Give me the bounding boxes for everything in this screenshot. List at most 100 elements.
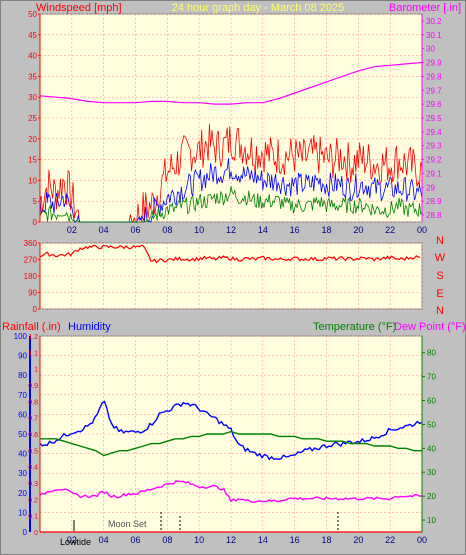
rainfall-label: Rainfall (.in) [2,321,61,333]
temp-tick-label: 70 [427,373,436,382]
temp-tick-label: 10 [427,516,436,525]
rain-tick-label: 0.9 [28,383,38,390]
compass-label: W [435,252,446,264]
barometer-line [39,61,423,105]
dewpoint-label: Dew Point (°F) [394,321,466,333]
humidity-tick-label: 70 [18,391,27,400]
rain-tick-label: 0.8 [28,399,38,406]
temperature-line [40,430,422,457]
y-tick-label: 29.3 [426,142,442,151]
x-tick-label: 00 [417,535,427,545]
y-tick-label: 30.2 [426,17,442,26]
moonset-text: Moon Set [108,519,147,529]
y-tick-label: 29.4 [426,128,442,137]
wind-axes: 0 5 10 15 20 25 30 35 40 45 50 28.8 28.9 29 29.1 29.2 29… [28,10,442,235]
barometer-label: Barometer [.in] [389,2,461,14]
temp-tick-label: 30 [427,468,436,477]
temp-series [39,400,423,533]
y-tick-label: 180 [24,272,38,281]
x-tick-label: 22 [385,535,395,545]
humidity-tick-label: 100 [14,332,28,341]
y-tick-label: 35 [28,72,37,81]
rain-tick-label: 0.5 [28,448,38,455]
temp-axes: 010203040506070809010000.10.20.30.40.50.… [14,332,437,545]
compass-label: N [436,305,444,317]
dewpoint-line [39,480,423,503]
y-tick-label: 50 [28,10,37,19]
x-tick-label: 14 [258,535,268,545]
x-tick-label: 00 [417,225,427,235]
compass-label: S [436,270,443,282]
y-tick-label: 30 [28,93,37,102]
x-tick-label: 16 [290,225,300,235]
x-tick-label: 12 [226,225,236,235]
y-tick-label: 29.2 [426,156,442,165]
y-tick-label: 45 [28,31,37,40]
y-tick-label: 30.1 [426,31,442,40]
x-tick-label: 12 [226,535,236,545]
y-tick-label: 20 [28,135,37,144]
y-tick-label: 15 [28,156,37,165]
x-tick-label: 10 [194,535,204,545]
x-tick-label: 08 [162,225,172,235]
humidity-tick-label: 30 [18,469,27,478]
humidity-tick-label: 20 [18,489,27,498]
direction-series [39,244,421,264]
graph-title: 24 hour graph day - March 08 2025 [172,2,344,14]
wind-series [39,61,423,223]
compass-label: E [436,288,443,300]
y-tick-label: 28.9 [426,197,442,206]
temp-tick-label: 80 [427,349,436,358]
y-tick-label: 5 [33,197,38,206]
direction-grid [40,242,423,310]
y-tick-label: 0 [33,305,38,314]
y-tick-label: 10 [28,176,37,185]
rain-tick-label: 0.2 [28,497,38,504]
rain-tick-label: 0.1 [28,514,38,521]
humidity-label: Humidity [68,321,111,333]
temperature-label: Temperature (°F) [313,321,396,333]
y-tick-label: 0 [33,218,38,227]
temp-tick-label: 50 [427,420,436,429]
humidity-tick-label: 10 [18,508,27,517]
y-tick-label: 90 [28,289,37,298]
y-tick-label: 29.8 [426,72,442,81]
lowtide-text: Lowtide [60,537,91,547]
humidity-tick-label: 0 [23,528,28,537]
x-tick-label: 10 [194,225,204,235]
y-tick-label: 30 [426,45,435,54]
rain-tick-label: 0.4 [28,465,38,472]
y-tick-label: 29.6 [426,100,442,109]
x-tick-label: 20 [353,225,363,235]
rain-tick-label: 0.7 [28,416,38,423]
y-tick-label: 25 [28,114,37,123]
compass-label: N [436,235,444,247]
direction-axes: 0 90 180 270 360 [24,239,41,314]
y-tick-label: 29.5 [426,114,442,123]
rain-tick-label: 0.6 [28,432,38,439]
rain-tick-label: 1.1 [28,350,38,357]
humidity-tick-label: 90 [18,352,27,361]
y-tick-label: 270 [24,256,38,265]
y-tick-label: 40 [28,52,37,61]
direction-line [39,244,421,264]
x-tick-label: 20 [353,535,363,545]
x-tick-label: 04 [99,225,109,235]
x-tick-label: 16 [290,535,300,545]
y-tick-label: 360 [24,239,38,248]
x-tick-label: 08 [162,535,172,545]
x-tick-label: 14 [258,225,268,235]
temp-tick-label: 60 [427,397,436,406]
y-tick-label: 28.8 [426,211,442,220]
humidity-tick-label: 80 [18,371,27,380]
x-tick-label: 02 [67,225,77,235]
y-tick-label: 29.9 [426,59,442,68]
rain-tick-label: 1.2 [28,334,38,341]
rain-tick-label: 0.3 [28,481,38,488]
x-tick-label: 22 [385,225,395,235]
x-tick-label: 02 [67,535,77,545]
y-tick-label: 29.1 [426,169,442,178]
windspeed-label: Windspeed [mph] [36,2,122,14]
